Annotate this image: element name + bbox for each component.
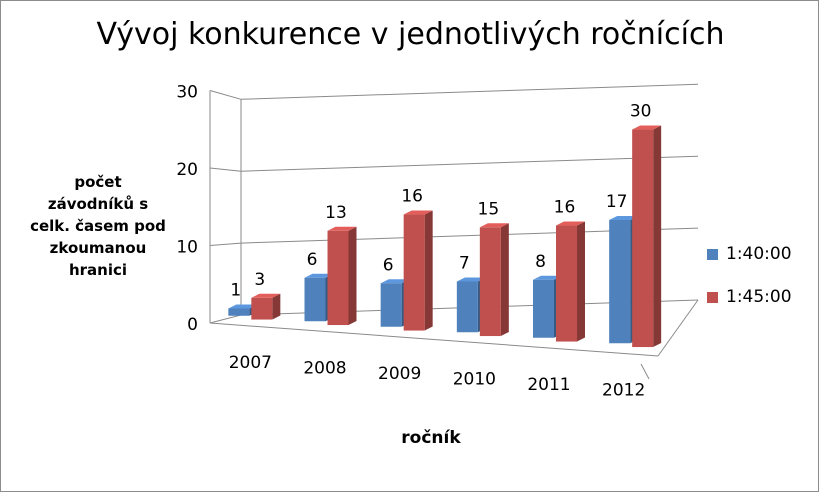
bar-side <box>653 125 662 348</box>
bar-side <box>272 293 281 320</box>
side-wall-line <box>209 167 242 172</box>
data-label: 1 <box>230 281 241 301</box>
x-tick-label: 2009 <box>378 364 421 384</box>
bar-top <box>556 221 585 226</box>
data-label: 16 <box>554 198 576 218</box>
bar <box>403 214 425 331</box>
data-label: 8 <box>535 252 546 272</box>
floor-front-edge <box>209 322 659 357</box>
data-label: 17 <box>606 192 628 212</box>
data-label: 15 <box>478 199 500 219</box>
data-label: 3 <box>254 270 265 290</box>
bar <box>380 283 402 327</box>
y-axis-label-line: zkoumanou <box>49 239 147 257</box>
bar <box>609 220 631 344</box>
x-tick-label: 2008 <box>303 358 346 378</box>
bar <box>632 129 654 348</box>
y-axis-label-line: celk. časem pod <box>30 217 166 235</box>
bar-top <box>327 226 357 231</box>
bar <box>228 308 250 316</box>
bar-top <box>403 210 433 215</box>
bar-side <box>577 221 585 342</box>
y-tick-label: 10 <box>176 238 198 258</box>
bar <box>456 281 478 333</box>
gridline <box>240 155 699 172</box>
y-tick-label: 30 <box>176 83 198 103</box>
bar-side <box>424 210 433 331</box>
y-axis-label-line: hranici <box>68 261 128 279</box>
bar <box>479 227 501 337</box>
legend-item: 1:45:00 <box>707 286 792 308</box>
bar-side <box>500 223 509 337</box>
chart-title: Vývoj konkurence v jednotlivých ročnícíc… <box>96 17 725 52</box>
bar-top <box>609 216 639 220</box>
y-axis-label: počet závodníků s celk. časem pod zkoumanou… <box>23 171 173 281</box>
bar <box>251 297 273 320</box>
legend: 1:40:00 1:45:00 <box>707 243 792 329</box>
legend-swatch <box>707 291 718 303</box>
bar <box>556 225 577 342</box>
x-tick-label: 2010 <box>453 369 496 389</box>
data-label: 6 <box>383 255 394 275</box>
legend-item: 1:40:00 <box>707 243 792 265</box>
bar-top <box>251 293 281 298</box>
bar <box>304 277 326 322</box>
x-axis-label: ročník <box>401 428 461 448</box>
x-tick-label: 2012 <box>602 380 645 400</box>
y-tick-label: 20 <box>176 160 198 180</box>
side-wall-line <box>209 242 242 246</box>
bar-top <box>380 279 410 284</box>
bar-top <box>533 275 562 280</box>
bar-top <box>632 125 662 130</box>
bar-top <box>304 273 334 278</box>
legend-label: 1:45:00 <box>726 287 792 307</box>
side-wall-line <box>209 314 242 324</box>
legend-label: 1:40:00 <box>726 244 792 264</box>
floor-end-tick <box>640 363 650 380</box>
data-label: 30 <box>630 102 652 122</box>
y-axis-label-line: závodníků s <box>47 195 149 213</box>
bar <box>327 230 349 326</box>
x-tick-label: 2011 <box>527 375 570 395</box>
y-axis-label-line: počet <box>74 173 122 191</box>
side-wall-line <box>209 90 242 100</box>
bar-side <box>348 226 357 326</box>
legend-swatch <box>707 248 718 260</box>
x-tick-label: 2007 <box>229 353 272 373</box>
bar <box>533 279 554 338</box>
bar-top <box>456 277 486 282</box>
data-label: 6 <box>307 250 318 270</box>
data-label: 16 <box>401 187 423 207</box>
y-tick-label: 0 <box>187 315 198 335</box>
bar-top <box>228 304 258 309</box>
floor-right-edge <box>657 299 699 357</box>
data-label: 7 <box>459 254 470 274</box>
bar-top <box>479 223 509 228</box>
data-label: 13 <box>325 203 347 223</box>
gridline <box>240 83 699 100</box>
